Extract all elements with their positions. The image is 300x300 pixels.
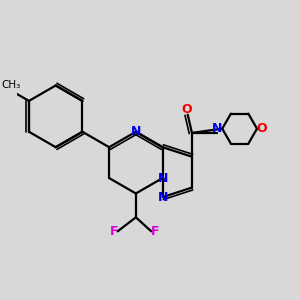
Text: F: F bbox=[150, 225, 159, 238]
Text: N: N bbox=[158, 190, 168, 204]
Text: O: O bbox=[181, 103, 192, 116]
Text: N: N bbox=[131, 125, 141, 138]
Text: N: N bbox=[212, 122, 222, 135]
Text: N: N bbox=[158, 172, 168, 184]
Text: F: F bbox=[110, 225, 118, 238]
Text: O: O bbox=[257, 122, 267, 135]
Text: CH₃: CH₃ bbox=[1, 80, 20, 90]
